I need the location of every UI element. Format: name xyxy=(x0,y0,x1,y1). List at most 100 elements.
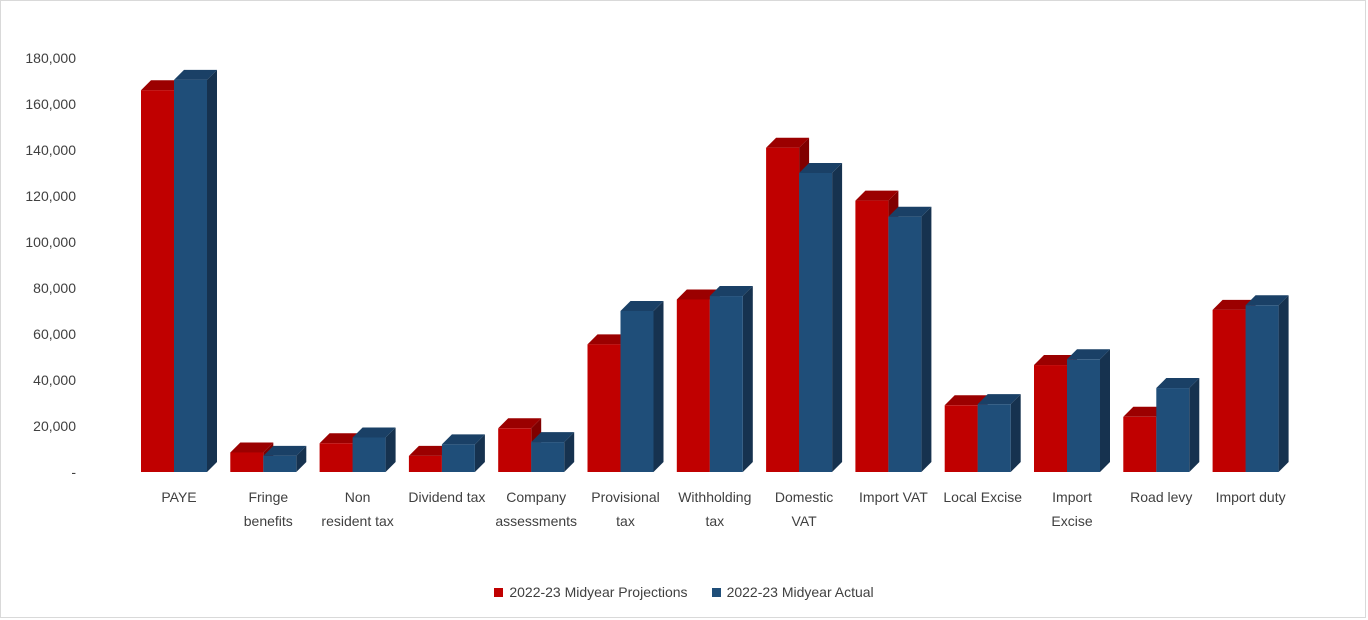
bar-side xyxy=(921,206,932,472)
x-tick-label: Road levy xyxy=(1130,489,1192,505)
bar-front xyxy=(230,452,264,472)
bar-side xyxy=(385,427,396,472)
bar-front xyxy=(498,428,532,472)
x-tick-label: PAYE xyxy=(161,489,196,505)
bar-side xyxy=(742,286,753,472)
bar-side xyxy=(653,301,664,472)
bar-front xyxy=(408,455,442,472)
bar xyxy=(888,206,932,472)
bar-top xyxy=(620,301,664,311)
bar-side xyxy=(1010,394,1021,472)
y-tick-label: 160,000 xyxy=(25,96,76,112)
bar-top xyxy=(799,163,843,173)
bar-front xyxy=(1245,305,1279,472)
bar-front xyxy=(441,444,475,472)
bar-front xyxy=(587,344,621,472)
bar-front xyxy=(141,90,174,472)
bar-side xyxy=(564,432,575,472)
bar-top xyxy=(263,445,307,456)
x-tick-label: Fringe benefits xyxy=(244,489,293,529)
bar-front xyxy=(1123,416,1157,472)
bar-front xyxy=(319,443,353,472)
bar-top xyxy=(531,432,575,443)
x-tick-label: Non resident tax xyxy=(321,489,393,529)
legend-swatch-actual xyxy=(711,587,721,597)
bar-top xyxy=(1123,406,1167,417)
x-tick-label: Company assessments xyxy=(495,489,577,529)
y-axis: - 20,000 40,000 60,000 80,000 100,000 120,000 1… xyxy=(25,50,76,480)
bar-top xyxy=(888,206,932,217)
legend-item-projections: 2022-23 Midyear Projections xyxy=(494,584,688,600)
legend: 2022-23 Midyear Projections 2022-23 Midy… xyxy=(0,580,1368,604)
bar-side xyxy=(832,163,843,472)
y-tick-label: 120,000 xyxy=(25,188,76,204)
bar-top xyxy=(319,433,363,444)
x-tick-label: Domestic VAT xyxy=(775,489,833,529)
bar xyxy=(1156,378,1200,472)
bar-top xyxy=(408,445,452,456)
bar-top xyxy=(1156,378,1200,389)
bar-top xyxy=(855,190,899,201)
bar xyxy=(977,394,1021,472)
x-tick-label: Import Excise xyxy=(1051,489,1092,529)
bar-top xyxy=(1067,349,1110,360)
y-tick-label: 80,000 xyxy=(33,280,76,296)
y-tick-label: - xyxy=(71,464,76,480)
bar-front xyxy=(263,455,297,472)
bar xyxy=(531,432,575,472)
y-tick-label: 20,000 xyxy=(33,418,76,434)
bar-front xyxy=(1156,388,1190,472)
x-tick-label: Dividend tax xyxy=(408,489,485,505)
bar-front xyxy=(531,442,565,472)
bar xyxy=(799,163,843,472)
bar-front xyxy=(1034,365,1067,472)
bar-side xyxy=(296,445,307,472)
bar-top xyxy=(441,434,485,445)
bar-top xyxy=(977,394,1021,405)
bar-front xyxy=(1067,359,1100,472)
y-tick-label: 40,000 xyxy=(33,372,76,388)
bar-top xyxy=(352,427,396,438)
bar xyxy=(352,427,396,472)
bar-top xyxy=(230,442,274,453)
bar xyxy=(441,434,485,472)
bar-top xyxy=(676,289,720,300)
bar-top xyxy=(1034,355,1077,366)
x-tick-label: Withholding tax xyxy=(678,489,751,529)
bar-top xyxy=(1212,299,1256,310)
bars-group xyxy=(141,69,1289,472)
bar-top xyxy=(944,395,988,406)
bar-front xyxy=(977,404,1011,472)
bar-side xyxy=(207,69,217,472)
bar-front xyxy=(352,437,386,472)
bar-top xyxy=(174,69,217,80)
legend-label-projections: 2022-23 Midyear Projections xyxy=(509,584,688,600)
bar-front xyxy=(888,216,922,472)
x-tick-label: Import duty xyxy=(1216,489,1286,505)
bar-top xyxy=(766,137,810,148)
x-axis: PAYE Fringe benefits Non resident tax Dividen… xyxy=(161,489,1285,529)
bar-top xyxy=(141,80,184,91)
y-tick-label: 60,000 xyxy=(33,326,76,342)
bar-top xyxy=(498,418,542,429)
bar-top xyxy=(587,334,631,345)
y-tick-label: 100,000 xyxy=(25,234,76,250)
bar-front xyxy=(766,147,800,472)
y-tick-label: 140,000 xyxy=(25,142,76,158)
legend-label-actual: 2022-23 Midyear Actual xyxy=(726,584,874,600)
bar xyxy=(1067,349,1110,472)
bar xyxy=(1245,295,1289,472)
bar-chart: - 20,000 40,000 60,000 80,000 100,000 120,000 1… xyxy=(25,50,1289,529)
bar xyxy=(174,69,217,472)
bar xyxy=(263,445,307,472)
x-tick-label: Import VAT xyxy=(859,489,928,505)
bar-front xyxy=(174,79,207,472)
legend-item-actual: 2022-23 Midyear Actual xyxy=(711,584,874,600)
bar-front xyxy=(799,173,833,472)
legend-swatch-projections xyxy=(494,587,504,597)
bar-front xyxy=(620,311,654,472)
x-tick-label: Local Excise xyxy=(943,489,1022,505)
bar xyxy=(709,286,753,472)
y-tick-label: 180,000 xyxy=(25,50,76,66)
bar-side xyxy=(1278,295,1289,472)
